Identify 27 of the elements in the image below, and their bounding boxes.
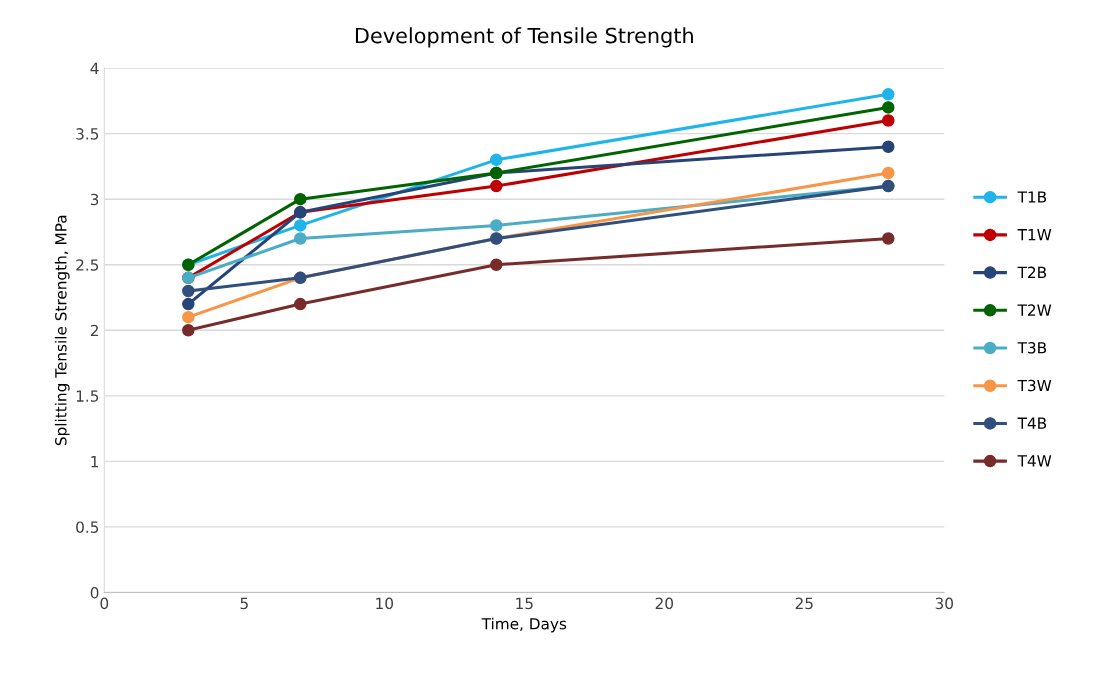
legend-label: T3W bbox=[1017, 379, 1052, 392]
legend-label: T2W bbox=[1017, 304, 1052, 316]
x-tick-label: 10 bbox=[376, 597, 394, 610]
legend-label: T1W bbox=[1017, 229, 1052, 241]
y-tick-label: 2.5 bbox=[76, 259, 99, 271]
y-tick-label: 3 bbox=[90, 193, 99, 206]
legend-label: T2B bbox=[1017, 266, 1047, 278]
y-tick-label: 4 bbox=[90, 62, 99, 74]
chart-title: Development of Tensile Strength bbox=[355, 27, 693, 48]
legend-label: T4W bbox=[1017, 455, 1052, 467]
y-tick-label: 0 bbox=[90, 586, 99, 599]
legend-label: T1B bbox=[1017, 191, 1047, 203]
legend-label: T4B bbox=[1017, 417, 1047, 429]
x-tick-label: 5 bbox=[240, 597, 248, 610]
y-tick-label: 1 bbox=[91, 456, 99, 468]
x-tick-label: 25 bbox=[795, 597, 813, 610]
x-axis-title: Time, Days bbox=[481, 617, 567, 633]
y-tick-label: 3.5 bbox=[76, 128, 99, 140]
x-tick-label: 20 bbox=[655, 597, 673, 610]
y-tick-label: 2 bbox=[90, 324, 98, 337]
x-tick-label: 15 bbox=[516, 597, 533, 610]
y-tick-label: 0.5 bbox=[76, 521, 99, 533]
y-tick-label: 1.5 bbox=[76, 390, 99, 402]
y-axis-title: Splitting Tensile Strength, MPa bbox=[54, 215, 70, 446]
x-tick-label: 0 bbox=[100, 597, 109, 610]
x-tick-label: 30 bbox=[935, 597, 953, 610]
legend-label: T3B bbox=[1017, 342, 1047, 354]
